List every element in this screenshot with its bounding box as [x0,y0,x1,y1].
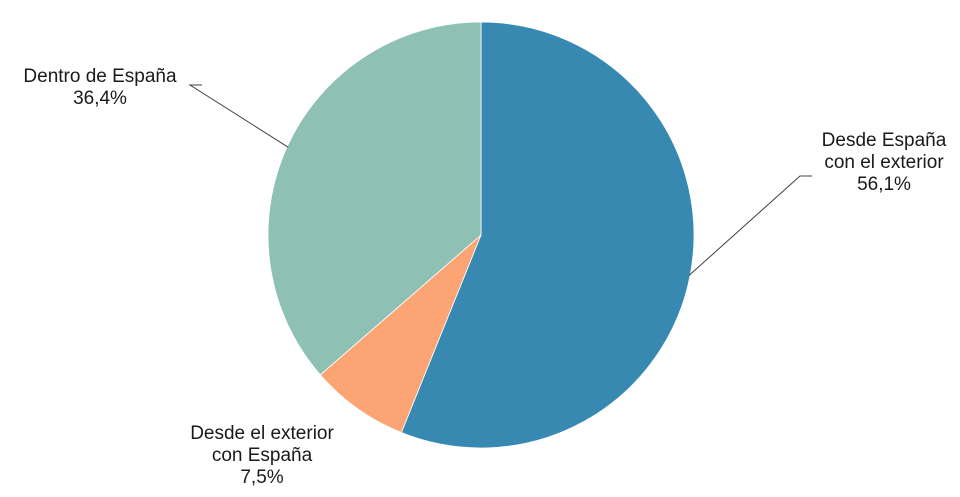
pie-label-1: Desde España con el exterior 56,1% [822,130,947,195]
pie-label-line: con España [212,445,313,466]
pie-label-3: Dentro de España 36,4% [23,66,177,109]
pie-label-2: Desde el exterior con España 7,5% [190,423,334,488]
pie-leader-line-1 [688,175,812,276]
pie-label-line: 7,5% [240,467,283,488]
pie-leader-lines [188,84,812,276]
pie-label-line: con el exterior [824,152,944,173]
pie-slice-2 [319,234,482,434]
pie-label-line: 36,4% [73,88,127,109]
pie-labels: Desde España con el exterior 56,1% Desde el… [23,66,946,488]
pie-label-line: Desde España [822,130,947,151]
pie-label-line: Desde el exterior [190,423,334,444]
pie-slices [267,21,695,449]
pie-slice-1 [400,21,695,449]
pie-label-line: Dentro de España [23,66,177,87]
pie-label-line: 56,1% [857,174,911,195]
pie-leader-line-3 [188,84,289,148]
